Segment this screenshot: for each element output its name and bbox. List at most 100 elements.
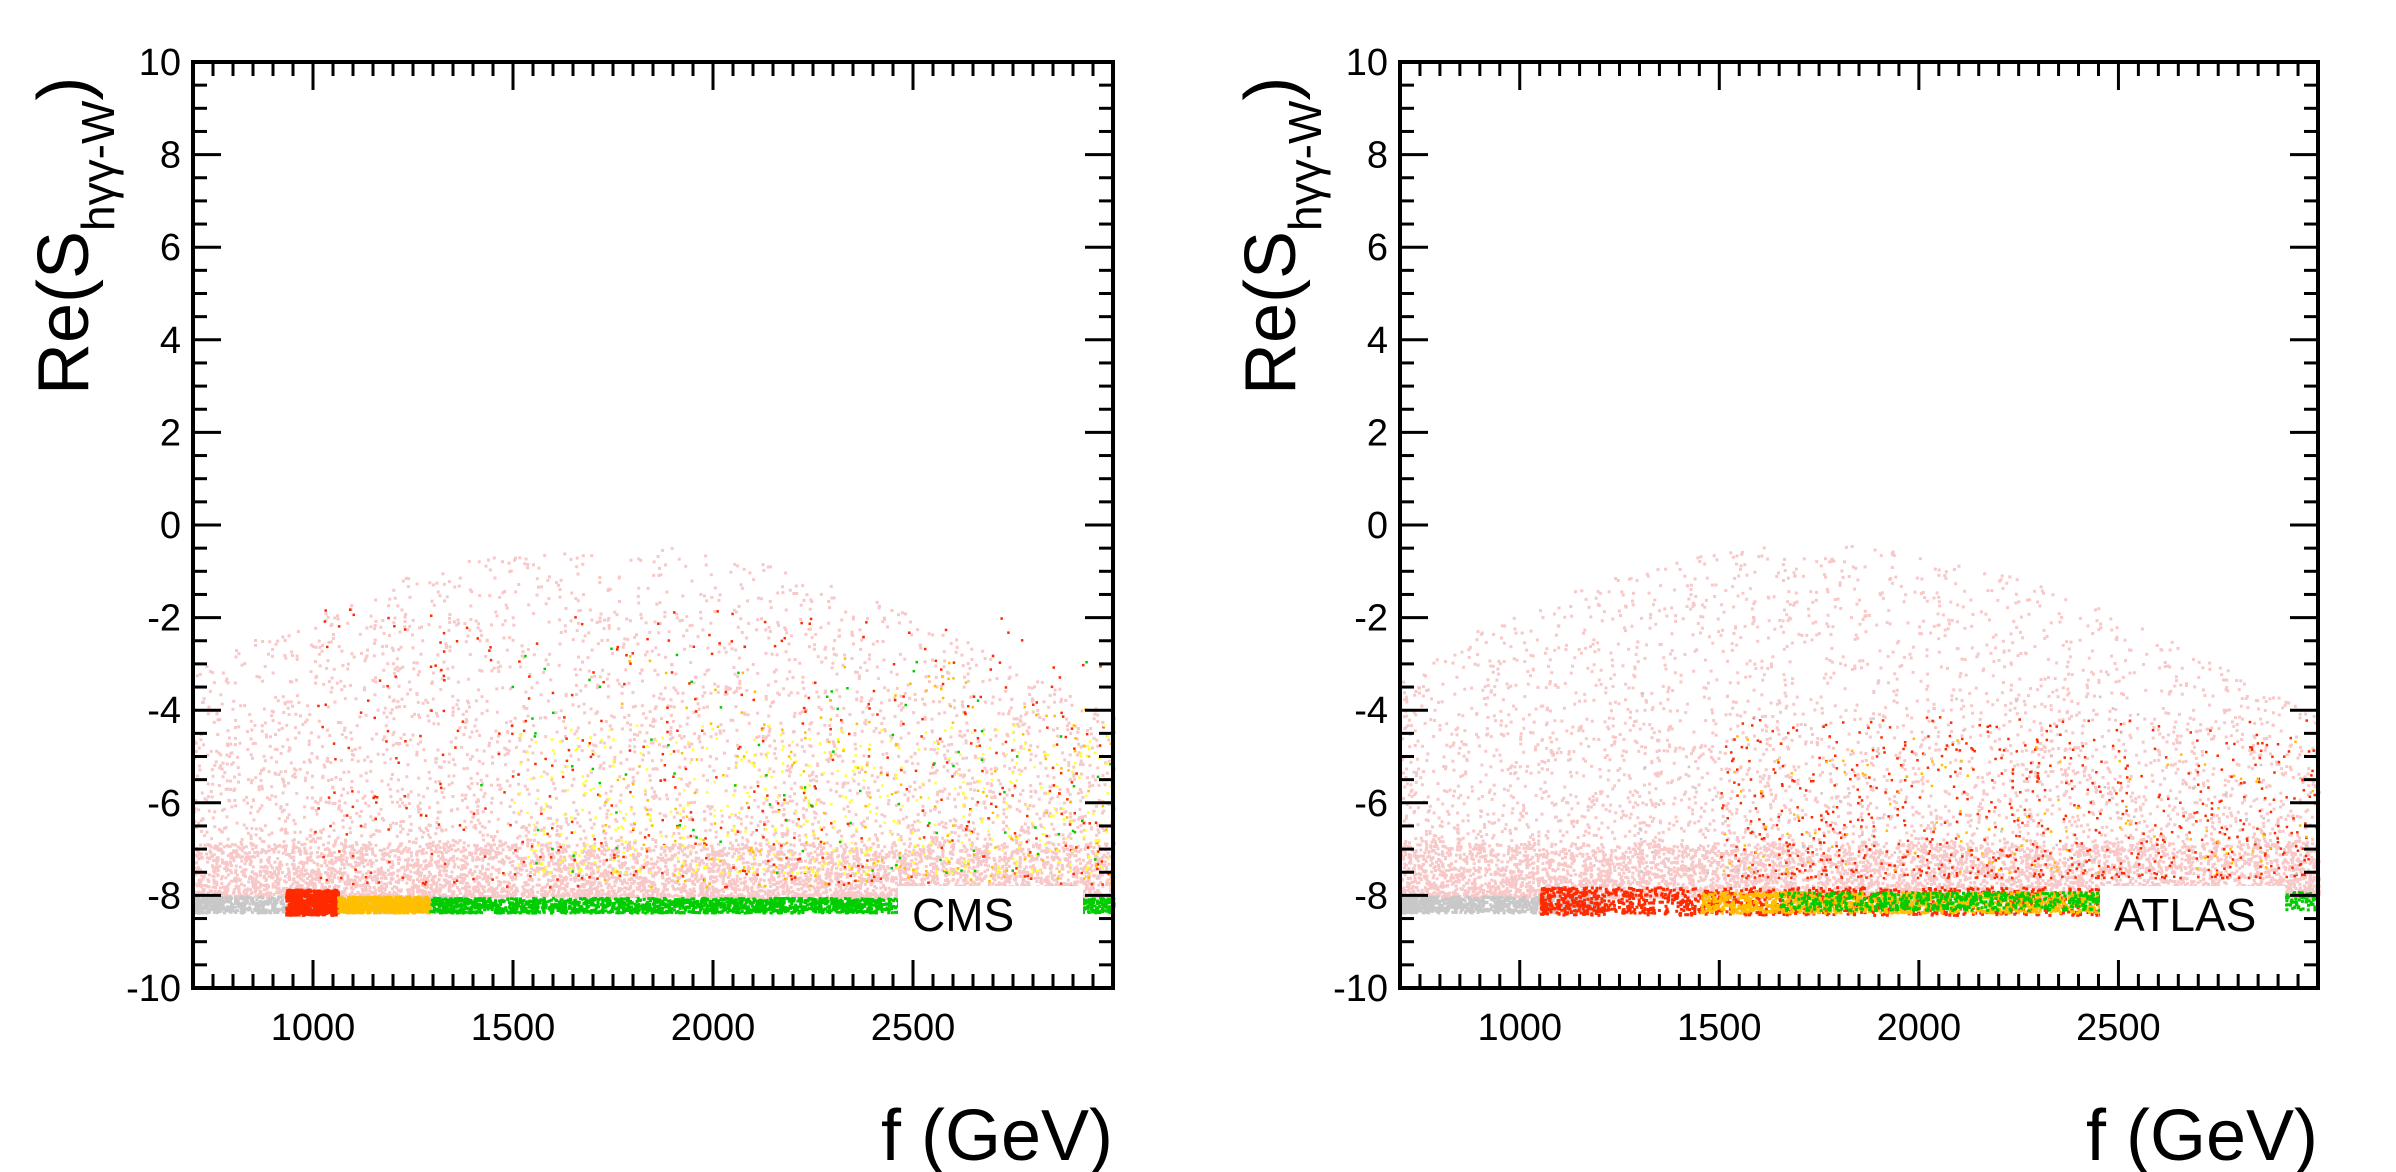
data-point: [606, 895, 610, 899]
data-point: [387, 686, 391, 690]
data-point: [497, 867, 501, 871]
data-point: [1096, 892, 1100, 896]
data-point: [584, 895, 588, 899]
data-point: [524, 828, 528, 832]
data-point: [414, 837, 418, 841]
data-point: [802, 686, 806, 690]
data-point: [720, 814, 724, 818]
data-point: [798, 661, 802, 665]
data-point: [909, 755, 913, 759]
data-point: [1036, 680, 1040, 684]
data-point: [981, 649, 985, 653]
data-point: [787, 774, 791, 778]
data-point: [654, 862, 657, 866]
data-point: [672, 705, 676, 709]
data-point: [1097, 783, 1101, 787]
data-point: [738, 847, 742, 851]
data-point: [565, 820, 569, 824]
data-point: [396, 700, 400, 704]
data-point: [286, 706, 290, 710]
data-point: [642, 888, 646, 892]
data-point: [323, 765, 327, 769]
data-point: [389, 826, 393, 830]
data-point: [867, 853, 871, 857]
data-point: [436, 801, 440, 805]
data-point: [977, 877, 981, 881]
data-point: [451, 713, 455, 717]
data-point: [461, 859, 465, 862]
data-point: [567, 866, 570, 870]
data-point: [877, 606, 881, 610]
data-point: [442, 859, 446, 863]
data-point: [270, 709, 274, 713]
data-point: [232, 890, 236, 894]
data-point: [787, 857, 791, 861]
data-point: [938, 700, 942, 704]
data-point: [906, 799, 910, 802]
data-point: [474, 826, 478, 830]
data-point: [645, 650, 649, 654]
data-point: [343, 887, 347, 891]
data-point: [577, 655, 580, 659]
data-point: [783, 626, 787, 630]
data-point: [469, 604, 473, 608]
data-point: [784, 650, 788, 654]
data-point: [197, 746, 201, 750]
data-point: [826, 867, 830, 871]
data-point: [709, 755, 712, 759]
data-point: [596, 870, 600, 874]
data-point: [294, 712, 298, 716]
data-point: [201, 817, 205, 821]
data-point: [488, 568, 492, 572]
data-point: [774, 810, 778, 814]
data-point: [964, 741, 968, 745]
data-point: [216, 733, 220, 736]
data-point: [1021, 847, 1025, 851]
data-point: [1079, 830, 1083, 834]
data-point: [866, 816, 869, 820]
data-point: [316, 801, 320, 805]
data-point: [326, 759, 330, 763]
data-point: [487, 744, 491, 748]
data-point: [366, 755, 370, 759]
data-point: [609, 789, 613, 793]
data-point: [683, 757, 687, 761]
data-point: [663, 686, 667, 690]
data-point: [887, 802, 890, 806]
data-point: [1048, 812, 1052, 815]
data-point: [301, 879, 305, 883]
data-point: [464, 726, 467, 729]
data-point: [642, 894, 646, 898]
data-point: [343, 814, 346, 818]
data-point: [911, 823, 915, 827]
data-point: [487, 820, 491, 824]
data-point: [1067, 721, 1071, 725]
data-point: [840, 618, 844, 622]
data-point: [802, 813, 806, 817]
data-point: [737, 604, 741, 608]
data-point: [964, 796, 967, 800]
data-point: [757, 768, 761, 772]
data-point: [1021, 881, 1025, 885]
data-point: [1023, 822, 1027, 826]
data-point: [406, 585, 410, 589]
data-point: [752, 761, 756, 765]
data-point: [340, 890, 344, 894]
data-point: [705, 599, 709, 603]
data-point: [972, 780, 976, 784]
data-point: [395, 834, 399, 838]
data-point: [291, 774, 295, 778]
data-point: [916, 813, 920, 817]
data-point: [529, 866, 533, 870]
data-point: [1097, 862, 1101, 866]
data-point: [300, 884, 304, 888]
data-point: [287, 781, 290, 785]
data-point: [847, 810, 851, 813]
data-point: [802, 816, 806, 820]
data-point: [406, 832, 410, 836]
data-point: [252, 818, 256, 822]
data-point: [310, 774, 314, 778]
data-point: [321, 827, 325, 831]
data-point: [615, 839, 619, 843]
data-point: [653, 668, 657, 672]
